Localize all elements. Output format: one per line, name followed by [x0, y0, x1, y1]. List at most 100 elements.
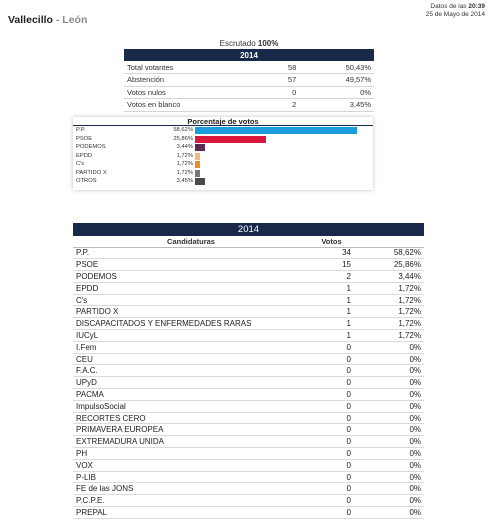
party-name: P.C.P.E. — [73, 494, 309, 508]
party-name: PODEMOS — [73, 270, 309, 283]
summary-votes: 0 — [265, 86, 300, 99]
party-pct: 0% — [354, 494, 424, 508]
chart-data-label: 58,62% — [173, 127, 193, 133]
summary-votes: 57 — [265, 73, 300, 87]
table-row: P.P. 34 58,62% — [73, 247, 424, 260]
chart-row: OTROS 3,45% — [73, 177, 373, 186]
table-row: PRIMAVERA EUROPEA 0 0% — [73, 423, 424, 437]
table-row: EPDD 1 1,72% — [73, 282, 424, 295]
chart-title: Porcentaje de votos — [73, 117, 373, 126]
updated-time: 20:39 — [468, 3, 485, 10]
party-name: PARTIDO X — [73, 305, 309, 319]
party-name: I.Fem — [73, 341, 309, 354]
chart-category-label: OTROS — [76, 178, 97, 184]
chart-data-label: 1,72% — [176, 169, 193, 176]
party-pct: 0% — [354, 459, 424, 472]
party-name: P-LIB — [73, 471, 309, 484]
party-name: ImpulsoSocial — [73, 400, 309, 413]
party-pct: 0% — [354, 482, 424, 496]
results-year-header: 2014 — [73, 223, 424, 236]
party-name: IUCyL — [73, 329, 309, 342]
party-pct: 0% — [354, 471, 424, 484]
party-name: EPDD — [73, 282, 309, 295]
party-pct: 0% — [354, 400, 424, 413]
column-header-votos: Votos — [309, 236, 354, 248]
party-pct: 1,72% — [354, 282, 424, 295]
chart-row: PARTIDO X 1,72% — [73, 169, 373, 178]
party-name: DISCAPACITADOS Y ENFERMEDADES RARAS — [73, 317, 309, 331]
escrutado-value: 100% — [257, 39, 279, 48]
chart-data-label: 1,72% — [176, 161, 193, 167]
party-pct: 1,72% — [354, 305, 424, 319]
party-votes: 0 — [309, 400, 354, 413]
updated-date: 25 de Mayo de 2014 — [425, 11, 485, 18]
party-name: F.A.C. — [73, 364, 309, 378]
table-row: IUCyL 1 1,72% — [73, 329, 424, 342]
table-row: C's 1 1,72% — [73, 294, 424, 307]
party-pct: 0% — [354, 423, 424, 437]
party-votes: 0 — [309, 364, 354, 378]
updated-label: Datos de las — [430, 3, 467, 10]
table-row: EXTREMADURA UNIDA 0 0% — [73, 435, 424, 449]
page-title: Vallecillo - León — [8, 14, 87, 26]
party-pct: 0% — [354, 376, 424, 390]
chart-bar — [195, 161, 200, 168]
chart-bar — [195, 152, 200, 160]
summary-year-header: 2014 — [124, 49, 374, 61]
summary-votes: 58 — [265, 61, 300, 74]
results-body: P.P. 34 58,62% PSOE 15 25,86% PODEMOS 2 3,44% EPD… — [73, 247, 424, 519]
summary-label: Votos nulos — [124, 86, 266, 99]
party-name: CEU — [73, 353, 309, 366]
escrutado-status: Escrutado 100% — [124, 39, 374, 48]
party-pct: 1,72% — [354, 317, 424, 331]
party-pct: 3,44% — [354, 270, 424, 283]
party-pct: 0% — [354, 388, 424, 401]
summary-pct: 50,43% — [299, 61, 374, 74]
table-row: PH 0 0% — [73, 447, 424, 460]
table-row: ImpulsoSocial 0 0% — [73, 400, 424, 413]
party-votes: 0 — [309, 435, 354, 449]
party-votes: 1 — [309, 294, 354, 307]
party-name: PREPAL — [73, 506, 309, 519]
party-votes: 0 — [309, 471, 354, 484]
party-votes: 0 — [309, 447, 354, 460]
party-votes: 0 — [309, 494, 354, 508]
table-row: VOX 0 0% — [73, 459, 424, 472]
summary-row: Votos nulos 0 0% — [124, 86, 374, 99]
party-votes: 1 — [309, 305, 354, 319]
party-name: PRIMAVERA EUROPEA — [73, 423, 309, 437]
party-votes: 0 — [309, 482, 354, 496]
party-votes: 15 — [309, 258, 354, 272]
party-votes: 2 — [309, 270, 354, 283]
party-pct: 0% — [354, 364, 424, 378]
chart-category-label: PARTIDO X — [76, 169, 107, 176]
party-pct: 1,72% — [354, 329, 424, 342]
party-pct: 0% — [354, 447, 424, 460]
party-votes: 0 — [309, 423, 354, 437]
table-row: UPyD 0 0% — [73, 376, 424, 390]
table-row: RECORTES CERO 0 0% — [73, 412, 424, 425]
chart-category-label: C's — [76, 161, 85, 167]
table-row: I.Fem 0 0% — [73, 341, 424, 354]
vote-percentage-chart: Porcentaje de votos P.P. 58,62% PSOE 25,86%… — [73, 117, 373, 190]
table-row: P.C.P.E. 0 0% — [73, 494, 424, 508]
party-name: PSOE — [73, 258, 309, 272]
title-separator: - — [55, 14, 60, 26]
party-pct: 58,62% — [354, 247, 424, 260]
chart-bar — [195, 144, 205, 151]
summary-votes: 2 — [265, 98, 300, 112]
party-votes: 0 — [309, 412, 354, 425]
party-pct: 0% — [354, 412, 424, 425]
chart-row: EPDD 1,72% — [73, 152, 373, 161]
party-votes: 1 — [309, 282, 354, 295]
update-timestamp: Datos de las 20:39 25 de Mayo de 2014 — [426, 3, 485, 19]
party-pct: 0% — [354, 506, 424, 519]
party-pct: 0% — [354, 353, 424, 366]
party-votes: 0 — [309, 506, 354, 519]
chart-row: C's 1,72% — [73, 160, 373, 169]
summary-pct: 3,45% — [299, 98, 374, 112]
chart-category-label: EPDD — [76, 152, 93, 159]
summary-label: Total votantes — [124, 61, 266, 74]
summary-row: Total votantes 58 50,43% — [124, 61, 374, 74]
chart-row: P.P. 58,62% — [73, 126, 373, 135]
